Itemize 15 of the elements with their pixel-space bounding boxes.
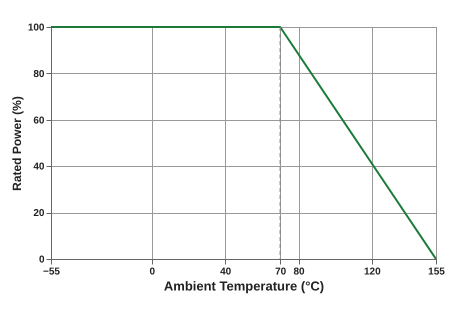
y-tick-label: 20 <box>33 208 45 220</box>
y-tick-label: 60 <box>33 115 45 126</box>
x-tick-label: 0 <box>150 266 156 278</box>
x-axis-title: Ambient Temperature (°C) <box>164 278 324 294</box>
x-tick-label: 40 <box>220 266 232 278</box>
x-tick-label: 70 <box>275 266 287 278</box>
x-tick-label: 120 <box>364 266 382 278</box>
x-tick-label: 80 <box>293 266 305 278</box>
x-tick-label: −55 <box>43 266 60 278</box>
y-tick-label: 0 <box>38 254 45 266</box>
x-tick-label: 155 <box>428 266 446 278</box>
y-tick-label: 100 <box>28 22 45 34</box>
y-axis-title: Rated Power (%) <box>10 96 24 191</box>
y-tick-label: 80 <box>33 68 45 80</box>
y-tick-label: 40 <box>33 162 45 173</box>
